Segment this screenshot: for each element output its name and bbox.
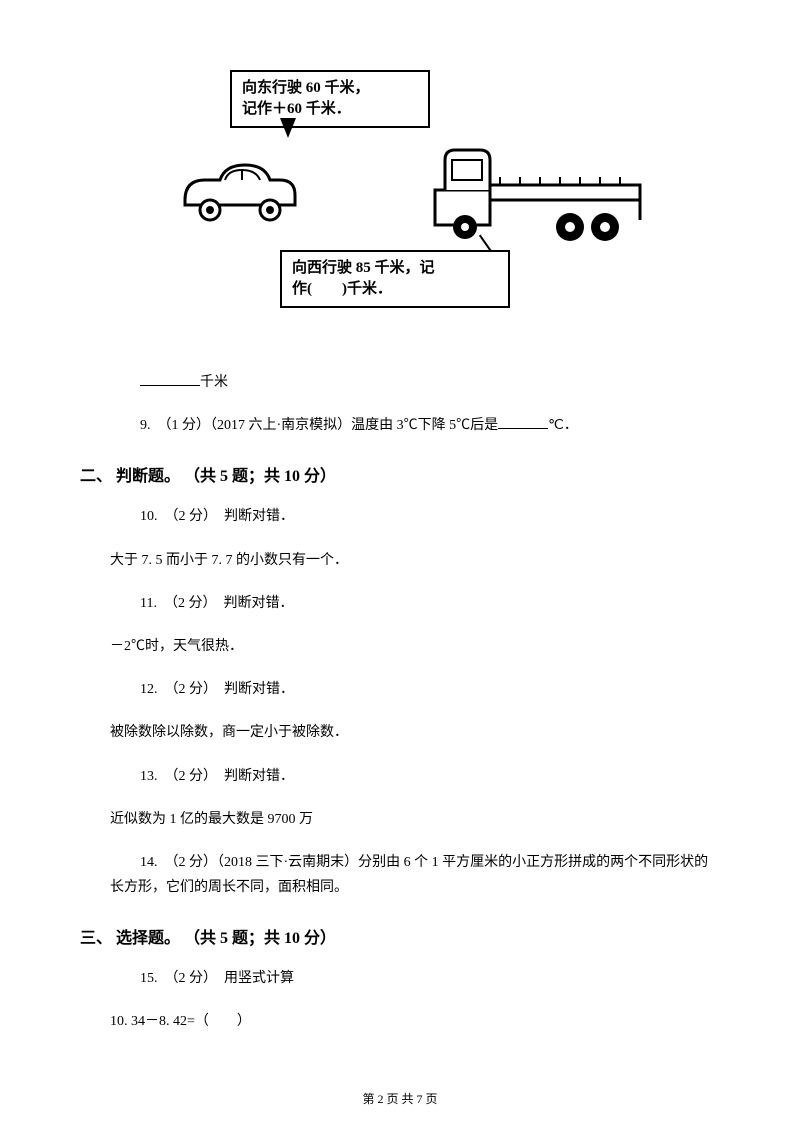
page-footer: 第 2 页 共 7 页 [0, 1090, 800, 1107]
q11-head: 11. （2 分） 判断对错． [140, 591, 720, 616]
section-2-header: 二、 判断题。 （共 5 题；共 10 分） [80, 462, 720, 486]
q12-body: 被除数除以除数，商一定小于被除数． [110, 720, 720, 745]
q8-answer-line: 千米 [140, 370, 720, 395]
section-3-header: 三、 选择题。 （共 5 题；共 10 分） [80, 924, 720, 948]
q10-head: 10. （2 分） 判断对错． [140, 504, 720, 529]
q9: 9. （1 分）（2017 六上·南京模拟）温度由 3℃下降 5℃后是 ℃． [140, 413, 720, 438]
q12-head: 12. （2 分） 判断对错． [140, 677, 720, 702]
bubble1-line1: 向东行驶 60 千米， [242, 78, 418, 99]
blank-q9[interactable] [498, 415, 548, 429]
q15-head: 15. （2 分） 用竖式计算 [140, 966, 720, 991]
car-icon [170, 155, 300, 225]
q11-body: －2℃时，天气很热． [110, 634, 720, 659]
speech-bubble-west: 向西行驶 85 千米，记 作( )千米． [280, 250, 510, 308]
speech-bubble-east: 向东行驶 60 千米， 记作＋60 千米． [230, 70, 430, 128]
q14: 14. （2 分）（2018 三下·云南期末）分别由 6 个 1 平方厘米的小正… [140, 850, 720, 900]
speech-tail-1 [280, 118, 296, 138]
q13-body: 近似数为 1 亿的最大数是 9700 万 [110, 807, 720, 832]
q13-head: 13. （2 分） 判断对错． [140, 764, 720, 789]
bubble2-line1: 向西行驶 85 千米，记 [292, 258, 498, 279]
q15-body: 10. 34－8. 42=（ ） [110, 1009, 720, 1034]
q9-suffix: ℃． [548, 418, 578, 433]
bubble2-line2: 作( )千米． [292, 279, 498, 300]
q9-prefix: 9. （1 分）（2017 六上·南京模拟）温度由 3℃下降 5℃后是 [140, 418, 498, 433]
q14-text: 14. （2 分）（2018 三下·云南期末）分别由 6 个 1 平方厘米的小正… [110, 850, 720, 900]
q8-unit: 千米 [200, 375, 228, 390]
blank-q8[interactable] [140, 372, 200, 386]
bubble1-line2: 记作＋60 千米． [242, 99, 418, 120]
vehicle-illustration: 向东行驶 60 千米， 记作＋60 千米． 向西行驶 85 千米，记 [160, 70, 650, 350]
truck-icon [430, 135, 650, 245]
q10-body: 大于 7. 5 而小于 7. 7 的小数只有一个． [110, 548, 720, 573]
